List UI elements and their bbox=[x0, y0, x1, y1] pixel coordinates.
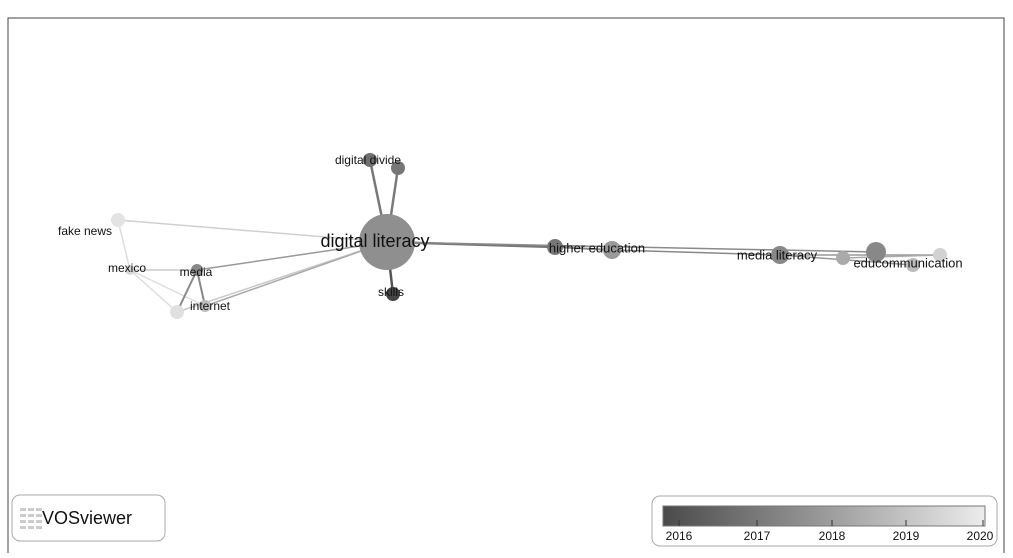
legend-tick-label: 2017 bbox=[744, 529, 771, 543]
edge bbox=[129, 269, 178, 313]
color-bar bbox=[662, 505, 986, 527]
node bbox=[836, 251, 850, 265]
logo-text: VOSviewer bbox=[42, 508, 132, 528]
node-label: mexico bbox=[108, 261, 146, 275]
edge bbox=[204, 241, 388, 307]
legend-tick-label: 2016 bbox=[666, 529, 693, 543]
node-label: digital divide bbox=[335, 153, 401, 167]
node-label: media bbox=[180, 265, 213, 279]
node bbox=[771, 246, 789, 264]
node bbox=[359, 214, 415, 270]
edge bbox=[611, 249, 781, 256]
node bbox=[199, 300, 211, 312]
node bbox=[125, 265, 135, 275]
logo-box bbox=[11, 494, 166, 542]
node-label: educommunication bbox=[853, 255, 962, 270]
legend: 2016 2017 2018 2019 2020 bbox=[651, 495, 998, 547]
node bbox=[866, 242, 886, 262]
logo: VOSviewer bbox=[11, 494, 166, 542]
node bbox=[933, 248, 947, 262]
node bbox=[547, 239, 563, 255]
frame bbox=[7, 17, 1005, 558]
edge bbox=[117, 219, 388, 243]
node bbox=[170, 305, 184, 319]
edge bbox=[842, 254, 941, 259]
edge bbox=[117, 219, 131, 271]
node-label: internet bbox=[190, 299, 231, 313]
node-label: skills bbox=[378, 285, 404, 299]
node-label: media literacy bbox=[737, 247, 818, 262]
logo-icon bbox=[20, 508, 42, 529]
edge bbox=[129, 269, 206, 307]
legend-tick-label: 2020 bbox=[967, 529, 994, 543]
node-label: higher education bbox=[549, 240, 645, 255]
legend-tick-label: 2018 bbox=[819, 529, 846, 543]
edge bbox=[554, 246, 613, 251]
node bbox=[906, 258, 920, 272]
legend-tick-label: 2019 bbox=[893, 529, 920, 543]
node bbox=[111, 213, 125, 227]
node bbox=[391, 161, 405, 175]
edge bbox=[196, 269, 206, 307]
edge bbox=[176, 269, 198, 313]
node bbox=[191, 264, 203, 276]
edge bbox=[386, 241, 877, 253]
node-label: fake news bbox=[58, 224, 112, 238]
node-label: digital literacy bbox=[320, 231, 429, 251]
labels: digital literacy digital divide fake new… bbox=[58, 153, 963, 313]
nodes bbox=[111, 153, 947, 319]
node bbox=[363, 153, 377, 167]
edge bbox=[196, 241, 388, 271]
node bbox=[603, 241, 621, 259]
node bbox=[386, 287, 400, 301]
